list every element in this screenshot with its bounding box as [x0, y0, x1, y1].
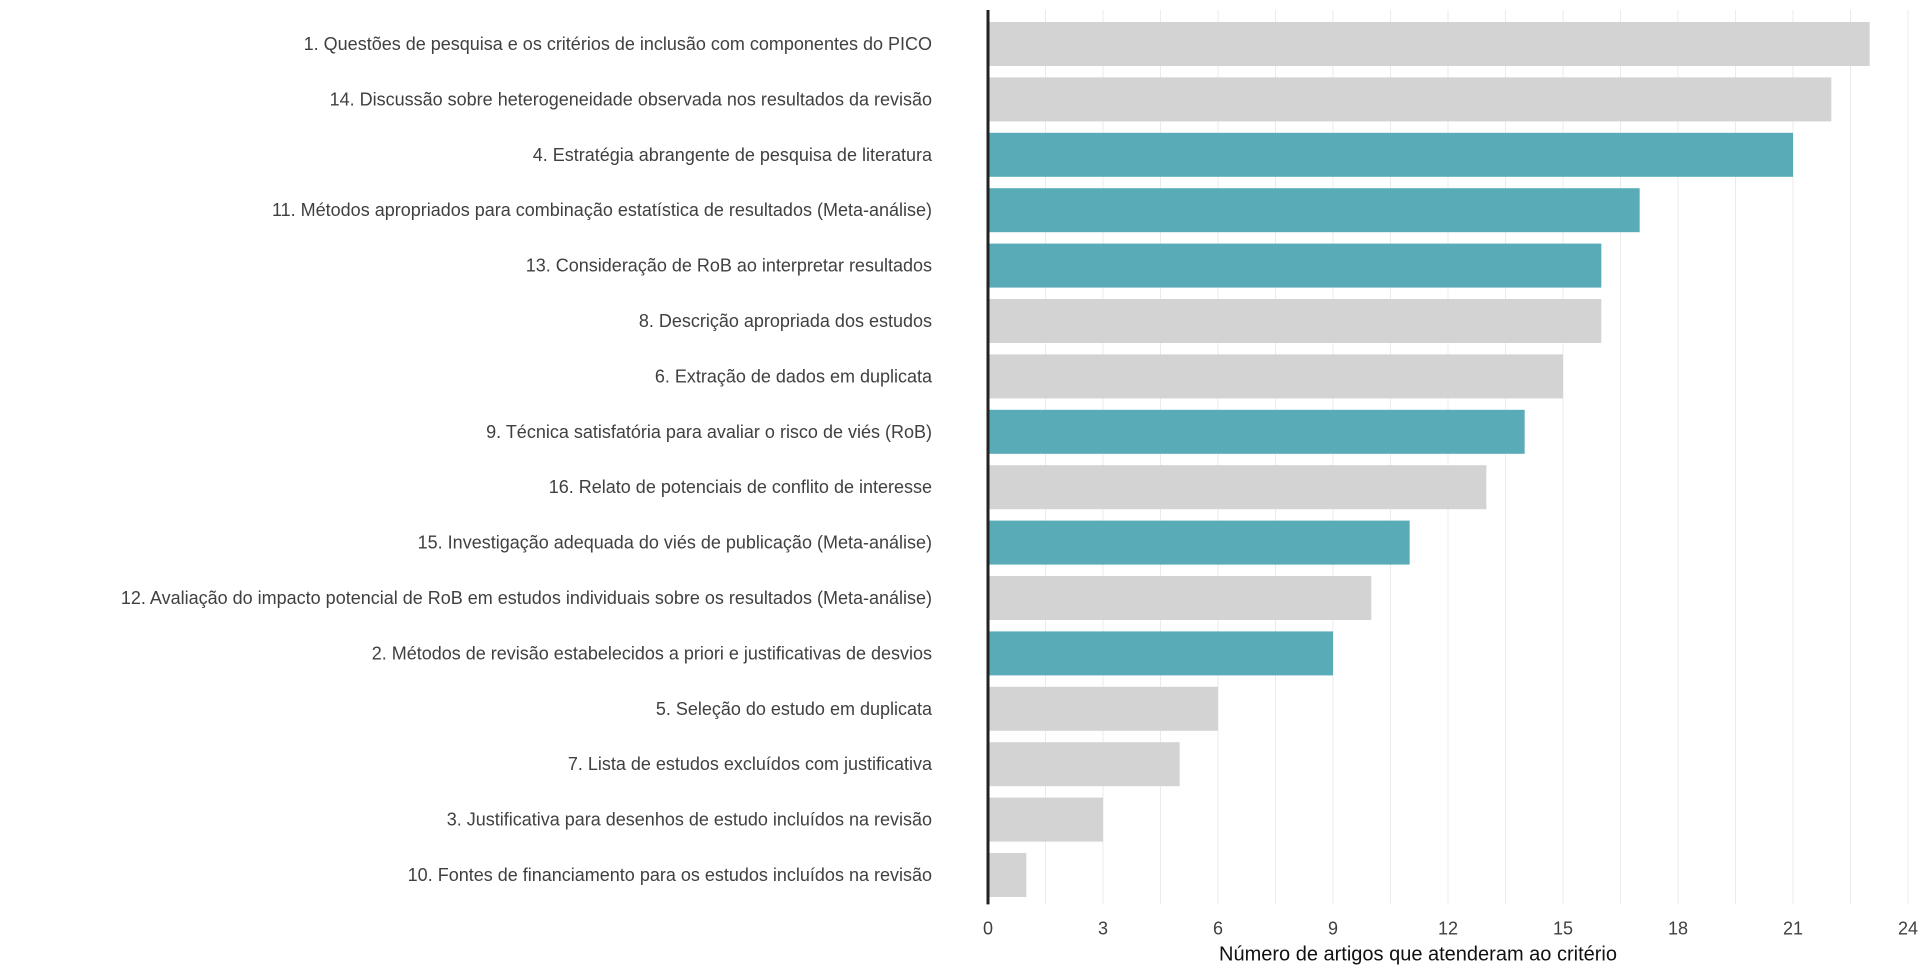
x-tick-label: 0 — [983, 918, 993, 938]
bar — [988, 576, 1372, 620]
bar — [988, 299, 1602, 343]
category-label: 12. Avaliação do impacto potencial de Ro… — [121, 588, 932, 608]
x-tick-label: 9 — [1328, 918, 1338, 938]
category-label: 1. Questões de pesquisa e os critérios d… — [304, 34, 932, 54]
x-tick-label: 24 — [1898, 918, 1918, 938]
bar — [988, 520, 1410, 565]
bar — [988, 77, 1832, 122]
category-label: 11. Métodos apropriados para combinação … — [272, 200, 932, 220]
bar — [988, 243, 1602, 288]
category-label: 2. Métodos de revisão estabelecidos a pr… — [372, 643, 932, 663]
category-label: 8. Descrição apropriada dos estudos — [639, 311, 932, 331]
category-label: 15. Investigação adequada do viés de pub… — [418, 533, 932, 553]
bar — [988, 132, 1793, 177]
category-label: 3. Justificativa para desenhos de estudo… — [447, 810, 932, 830]
category-label: 6. Extração de dados em duplicata — [655, 366, 933, 386]
x-tick-label: 21 — [1783, 918, 1803, 938]
category-label: 10. Fontes de financiamento para os estu… — [408, 865, 932, 885]
x-tick-label: 18 — [1668, 918, 1688, 938]
category-labels: 1. Questões de pesquisa e os critérios d… — [121, 34, 933, 885]
x-tick-label: 15 — [1553, 918, 1573, 938]
bar — [988, 354, 1563, 399]
bar — [988, 797, 1103, 842]
category-label: 5. Seleção do estudo em duplicata — [656, 699, 933, 719]
category-label: 4. Estratégia abrangente de pesquisa de … — [533, 145, 933, 165]
category-label: 16. Relato de potenciais de conflito de … — [549, 477, 932, 497]
bar — [988, 465, 1487, 510]
category-label: 9. Técnica satisfatória para avaliar o r… — [486, 422, 932, 442]
bar — [988, 631, 1333, 676]
bar — [988, 742, 1180, 787]
bar — [988, 409, 1525, 454]
bar — [988, 188, 1640, 233]
category-label: 7. Lista de estudos excluídos com justif… — [568, 754, 933, 774]
category-label: 14. Discussão sobre heterogeneidade obse… — [330, 89, 932, 109]
category-label: 13. Consideração de RoB ao interpretar r… — [526, 256, 932, 276]
x-tick-label: 6 — [1213, 918, 1223, 938]
x-tick-label: 12 — [1438, 918, 1458, 938]
x-tick-label: 3 — [1098, 918, 1108, 938]
bar — [988, 853, 1027, 897]
x-tick-labels: 0 3 6 9 12 15 18 21 24 — [983, 918, 1918, 938]
bars — [988, 22, 1870, 897]
x-axis-title: Número de artigos que atenderam ao crité… — [1219, 943, 1617, 965]
bar — [988, 686, 1218, 731]
bar — [988, 22, 1870, 66]
